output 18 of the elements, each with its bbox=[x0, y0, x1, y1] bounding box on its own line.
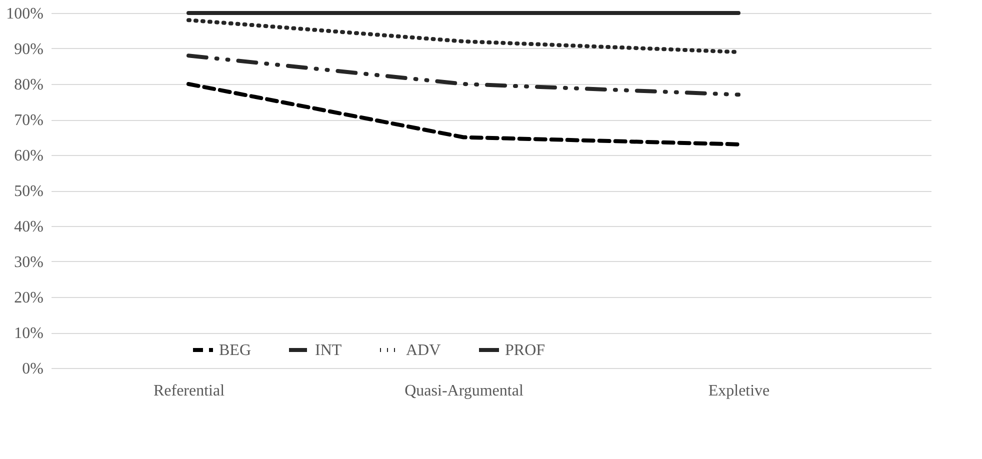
y-tick-label: 10% bbox=[14, 325, 44, 342]
legend-label: PROF bbox=[505, 342, 546, 359]
y-tick-label: 80% bbox=[14, 76, 44, 94]
x-tick-label: Referential bbox=[153, 382, 226, 400]
y-tick-label: 90% bbox=[14, 41, 44, 58]
legend-label: ADV bbox=[406, 342, 442, 359]
legend-label: INT bbox=[315, 342, 342, 359]
y-tick-label: 40% bbox=[14, 218, 44, 236]
y-tick-label: 60% bbox=[14, 148, 44, 164]
legend-label: BEG bbox=[219, 342, 252, 359]
y-tick-label: 50% bbox=[14, 183, 44, 200]
x-tick-label: Expletive bbox=[708, 382, 770, 400]
y-tick-label: 20% bbox=[14, 290, 44, 306]
y-tick-label: 70% bbox=[14, 112, 44, 129]
y-tick-label: 30% bbox=[14, 254, 44, 271]
y-tick-label: 0% bbox=[22, 360, 44, 378]
x-tick-label: Quasi-Argumental bbox=[404, 382, 524, 400]
y-tick-label: 100% bbox=[6, 6, 44, 22]
